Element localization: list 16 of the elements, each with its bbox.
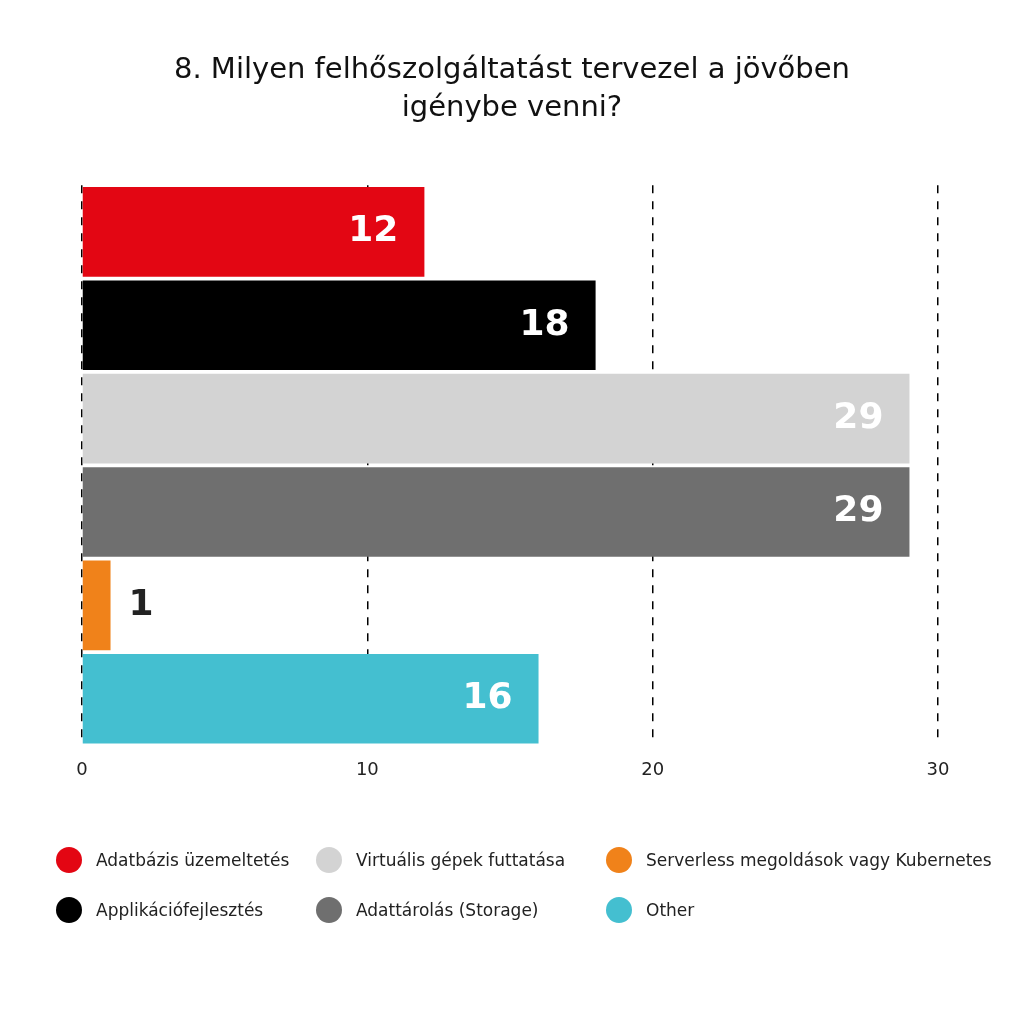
legend-label: Virtuális gépek futtatása <box>356 850 566 871</box>
x-tick-label: 10 <box>355 758 379 780</box>
legend-label: Serverless megoldások vagy Kubernetes <box>646 850 992 871</box>
chart-title: 8. Milyen felhőszolgáltatást tervezel a jövőben igénybe venni? <box>173 50 851 125</box>
x-tick-label: 20 <box>641 758 665 780</box>
legend-label: Adatbázis üzemeltetés <box>96 850 290 871</box>
data-label: 29 <box>833 488 884 530</box>
x-tick-label: 30 <box>926 758 950 780</box>
legend-label: Other <box>646 900 695 921</box>
data-label: 12 <box>348 208 399 250</box>
data-label: 18 <box>519 301 570 343</box>
x-tick-label: 0 <box>76 758 88 780</box>
data-label: 16 <box>462 675 513 717</box>
data-label: 1 <box>128 582 154 624</box>
legend-label: Applikációfejlesztés <box>96 900 264 921</box>
legend-label: Adattárolás (Storage) <box>356 900 539 921</box>
